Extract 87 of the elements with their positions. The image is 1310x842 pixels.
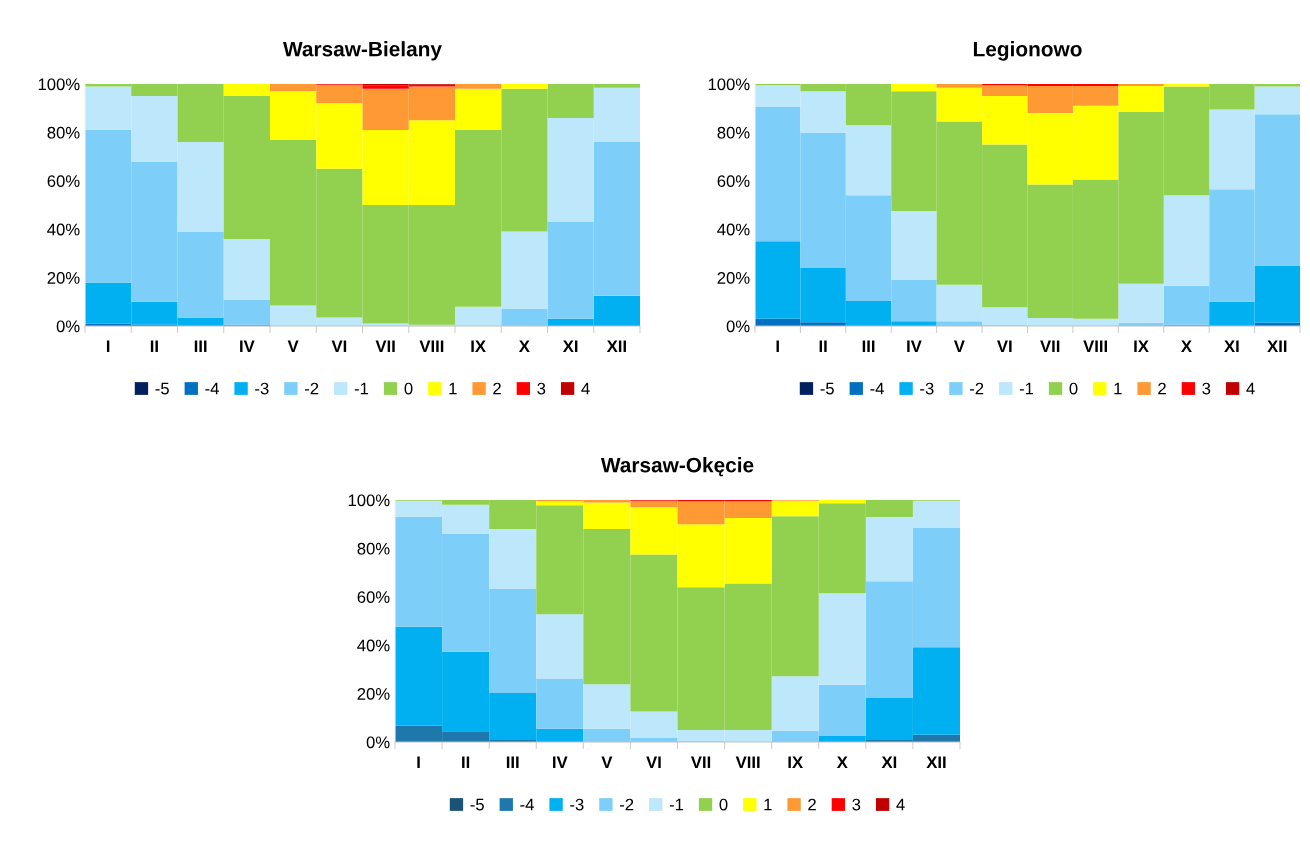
- legend-label: 0: [719, 798, 728, 811]
- legend-label: 0: [404, 382, 413, 395]
- legend-label: 4: [1246, 382, 1255, 395]
- legend-label: 2: [808, 798, 816, 811]
- x-tick-label: XII: [606, 340, 626, 352]
- legend-label: -5: [820, 382, 834, 395]
- legend-label: 4: [896, 798, 905, 811]
- x-tick-label: XI: [562, 340, 578, 352]
- x-tick-label: XII: [926, 756, 946, 768]
- legend-label: -1: [1019, 382, 1034, 395]
- legend-label: -4: [870, 382, 884, 395]
- chart-title: Warsaw-Okęcie: [600, 457, 754, 477]
- legend-label: -3: [570, 798, 584, 811]
- x-tick-label: IV: [240, 340, 255, 352]
- x-tick-label: I: [417, 756, 420, 768]
- x-tick-label: II: [462, 756, 470, 768]
- x-tick-label: III: [506, 756, 519, 768]
- x-tick-label: VII: [375, 340, 395, 352]
- legend-label: 1: [1114, 382, 1122, 395]
- x-tick-label: X: [1181, 340, 1192, 352]
- y-tick-label: 20%: [357, 688, 390, 700]
- x-tick-label: IV: [907, 340, 922, 352]
- x-tick-label: VIII: [735, 756, 760, 768]
- x-tick-label: V: [953, 340, 965, 352]
- x-tick-label: X: [836, 756, 848, 768]
- legend-label: -3: [920, 382, 934, 395]
- x-tick-label: VII: [1040, 340, 1060, 352]
- legend-label: 1: [764, 798, 772, 811]
- y-tick-label: 100%: [708, 78, 750, 91]
- x-tick-label: VI: [331, 340, 347, 352]
- legend-label: -1: [669, 798, 684, 811]
- y-tick-label: 40%: [47, 223, 80, 236]
- x-tick-label: X: [518, 340, 530, 352]
- x-tick-label: I: [776, 340, 779, 352]
- x-tick-label: VIII: [419, 340, 444, 352]
- x-tick-label: III: [194, 340, 207, 352]
- x-tick-label: XI: [1224, 340, 1239, 352]
- y-tick-label: 100%: [348, 494, 390, 507]
- x-tick-label: VI: [997, 340, 1012, 352]
- legend-label: -4: [520, 798, 534, 811]
- legend-label: -5: [470, 798, 484, 811]
- legend-label: -2: [969, 382, 984, 395]
- y-tick-label: 40%: [357, 639, 390, 652]
- y-tick-label: 40%: [717, 223, 750, 236]
- y-tick-label: 100%: [38, 78, 80, 91]
- legend-label: -2: [619, 798, 634, 811]
- y-tick-label: 80%: [357, 542, 390, 555]
- legend-label: 1: [449, 382, 457, 395]
- x-tick-label: III: [862, 340, 875, 352]
- x-tick-label: VI: [646, 756, 661, 768]
- legend-label: 3: [1202, 382, 1211, 395]
- legend-label: -3: [255, 382, 269, 395]
- y-tick-label: 0%: [56, 320, 80, 333]
- legend-label: -5: [155, 382, 169, 395]
- x-tick-label: XI: [881, 756, 897, 768]
- legend-label: 2: [493, 382, 501, 395]
- legend-label: 0: [1069, 382, 1078, 395]
- legend-label: -2: [304, 382, 319, 395]
- legend-label: 3: [852, 798, 861, 811]
- x-tick-label: V: [287, 340, 299, 352]
- x-tick-label: VII: [690, 756, 711, 768]
- legend-label: 4: [581, 382, 590, 395]
- legend-label: -4: [205, 382, 219, 395]
- chart-title: Legionowo: [973, 41, 1082, 61]
- legend-label: -1: [354, 382, 369, 395]
- x-tick-label: IX: [788, 756, 803, 768]
- y-tick-label: 60%: [47, 175, 80, 187]
- y-tick-label: 20%: [47, 272, 80, 284]
- x-tick-label: VIII: [1083, 340, 1108, 352]
- y-tick-label: 80%: [717, 126, 750, 139]
- y-tick-label: 0%: [726, 320, 750, 333]
- x-tick-label: II: [150, 340, 158, 352]
- x-tick-label: IV: [553, 756, 568, 768]
- x-tick-label: XII: [1267, 340, 1287, 352]
- legend-label: 2: [1158, 382, 1166, 395]
- y-tick-label: 20%: [717, 272, 750, 284]
- legend-label: 3: [537, 382, 546, 395]
- y-tick-label: 60%: [357, 591, 390, 603]
- x-tick-label: IX: [471, 340, 486, 352]
- x-tick-label: V: [601, 756, 613, 768]
- chart-title: Warsaw-Bielany: [283, 41, 442, 61]
- y-tick-label: 80%: [47, 126, 80, 139]
- x-tick-label: II: [819, 340, 827, 352]
- y-tick-label: 60%: [717, 175, 750, 187]
- y-tick-label: 0%: [366, 736, 390, 749]
- x-tick-label: IX: [1134, 340, 1149, 352]
- x-tick-label: I: [106, 340, 110, 352]
